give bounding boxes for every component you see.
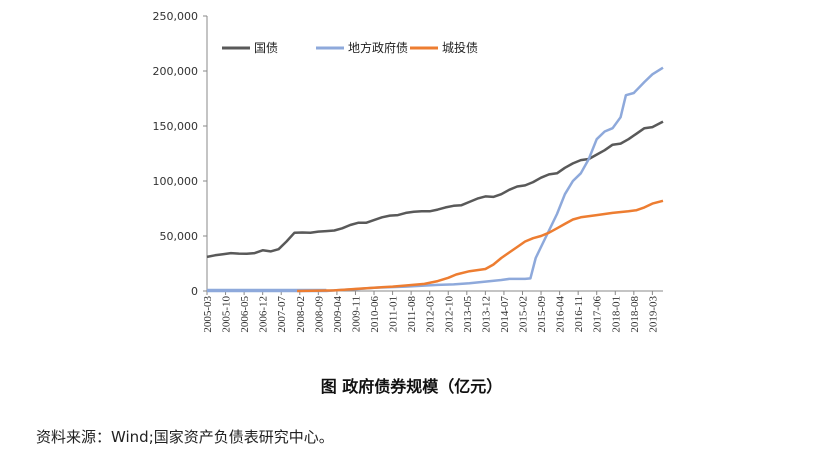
x-tick-label: 2009-04 xyxy=(332,296,344,333)
legend: 国债 地方政府债 城投债 xyxy=(222,40,478,55)
chart: 0 50,000 100,000 150,000 200,000 250,000 2005… xyxy=(153,10,664,333)
x-tick-label: 2008-02 xyxy=(295,296,307,333)
x-tick-label: 2016-04 xyxy=(555,296,567,333)
x-tick-label: 2018-08 xyxy=(629,296,641,333)
legend-label: 国债 xyxy=(254,41,278,55)
chart-caption: 图 政府债券规模（亿元） xyxy=(320,377,503,396)
x-tick-label: 2015-09 xyxy=(536,296,548,333)
y-tick-label: 50,000 xyxy=(160,230,199,243)
x-tick-label: 2008-09 xyxy=(313,296,325,333)
x-tick-label: 2013-05 xyxy=(462,296,474,333)
x-tick-label: 2017-06 xyxy=(592,296,604,333)
y-axis: 0 50,000 100,000 150,000 200,000 250,000 xyxy=(153,10,208,298)
x-tick-label: 2019-03 xyxy=(647,296,659,333)
x-tick-label: 2011-01 xyxy=(388,296,400,332)
legend-label: 城投债 xyxy=(442,40,478,55)
x-tick-label: 2010-06 xyxy=(369,296,381,333)
y-tick-label: 150,000 xyxy=(153,120,199,133)
x-tick-label: 2011-08 xyxy=(406,296,418,333)
series-line-1 xyxy=(207,66,664,293)
x-tick-label: 2013-12 xyxy=(480,296,492,333)
x-tick-label: 2015-02 xyxy=(517,296,529,333)
x-tick-label: 2018-01 xyxy=(610,296,622,333)
x-tick-label: 2006-05 xyxy=(239,296,251,333)
x-tick-label: 2007-07 xyxy=(276,296,288,333)
x-tick-label: 2016-11 xyxy=(573,296,585,332)
x-tick-label: 2006-12 xyxy=(258,296,270,333)
x-axis: 2005-03 2005-10 2006-05 2006-12 2007-07 2008-… xyxy=(202,290,663,333)
series-line-0 xyxy=(206,120,664,259)
x-tick-label: 2012-03 xyxy=(425,296,437,333)
legend-label: 地方政府债 xyxy=(348,40,408,55)
y-tick-label: 0 xyxy=(191,285,198,298)
source-note: 资料来源：Wind;国家资产负债表研究中心。 xyxy=(36,428,334,446)
y-tick-label: 100,000 xyxy=(153,175,199,188)
x-tick-label: 2005-03 xyxy=(202,296,214,333)
x-tick-label: 2012-10 xyxy=(443,296,455,333)
y-tick-label: 200,000 xyxy=(153,65,199,78)
series-line-2 xyxy=(297,199,664,293)
y-tick-label: 250,000 xyxy=(153,10,199,23)
x-tick-label: 2009-11 xyxy=(350,296,362,332)
x-tick-label: 2005-10 xyxy=(221,296,233,333)
x-tick-label: 2014-07 xyxy=(499,296,511,333)
series-layer xyxy=(206,66,664,293)
